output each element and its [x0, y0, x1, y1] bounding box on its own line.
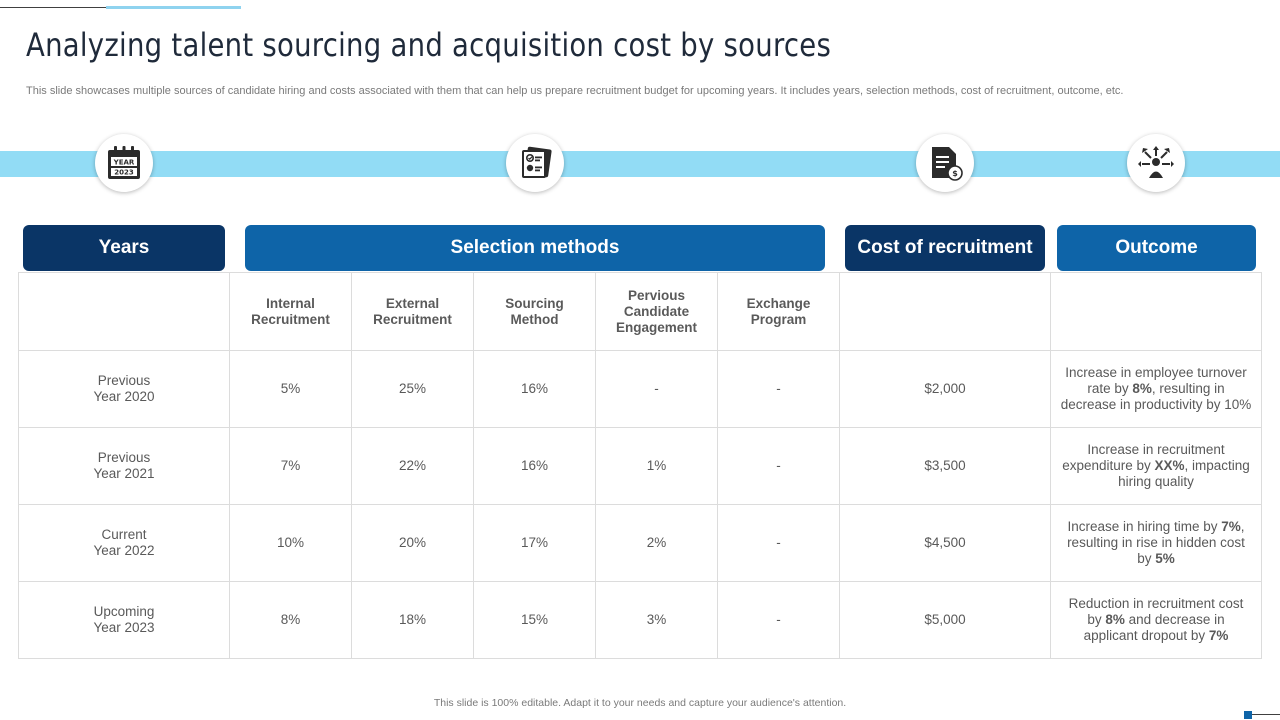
cost-of-recruitment-header: Cost of recruitment: [845, 225, 1045, 271]
sourcing-value: 15%: [473, 581, 596, 659]
outcome-icon-circle: [1127, 134, 1185, 192]
sourcing-value: 16%: [473, 427, 596, 505]
outcome-cell: Increase in recruitment expenditure by X…: [1050, 427, 1262, 505]
svg-text:$: $: [952, 169, 958, 178]
top-rule-dark: [0, 7, 106, 8]
internal-value: 7%: [229, 427, 352, 505]
method-header-candidate-engagement: Pervious Candidate Engagement: [595, 272, 718, 351]
external-value: 20%: [351, 504, 474, 582]
cost-value: $2,000: [839, 350, 1051, 428]
exchange-value: -: [717, 504, 840, 582]
cost-value: $3,500: [839, 427, 1051, 505]
engagement-value: -: [595, 350, 718, 428]
cost-value: $4,500: [839, 504, 1051, 582]
year-header-cell: [18, 272, 230, 351]
calendar-icon-year: 2023: [114, 169, 134, 177]
years-icon-circle: YEAR 2023: [95, 134, 153, 192]
top-rule-accent: [106, 6, 241, 9]
external-value: 25%: [351, 350, 474, 428]
methods-header-row: Internal Recruitment External Recruitment …: [18, 272, 1262, 351]
exchange-value: -: [717, 581, 840, 659]
outcome-cell: Reduction in recruitment cost by 8% and …: [1050, 581, 1262, 659]
sourcing-value: 16%: [473, 350, 596, 428]
cost-icon-circle: $: [916, 134, 974, 192]
year-cell: Previous Year 2021: [18, 427, 230, 505]
external-value: 22%: [351, 427, 474, 505]
corner-square: [1244, 711, 1252, 719]
cost-value: $5,000: [839, 581, 1051, 659]
method-header-exchange: Exchange Program: [717, 272, 840, 351]
exchange-value: -: [717, 427, 840, 505]
year-cell: Upcoming Year 2023: [18, 581, 230, 659]
internal-value: 8%: [229, 581, 352, 659]
exchange-value: -: [717, 350, 840, 428]
outcome-header: Outcome: [1057, 225, 1256, 271]
header-band: [0, 151, 1280, 177]
selection-methods-header: Selection methods: [245, 225, 825, 271]
outcome-cell: Increase in employee turnover rate by 8%…: [1050, 350, 1262, 428]
engagement-value: 1%: [595, 427, 718, 505]
year-cell: Current Year 2022: [18, 504, 230, 582]
table-row: Current Year 2022 10% 20% 17% 2% - $4,500…: [18, 504, 1262, 582]
corner-rule: [1250, 714, 1280, 715]
year-cell: Previous Year 2020: [18, 350, 230, 428]
footer-note: This slide is 100% editable. Adapt it to…: [433, 697, 847, 709]
calendar-year-icon: YEAR 2023: [108, 146, 140, 179]
outcome-network-icon: [1138, 146, 1174, 178]
internal-value: 5%: [229, 350, 352, 428]
page-title: Analyzing talent sourcing and acquisitio…: [26, 26, 832, 64]
method-header-internal: Internal Recruitment: [229, 272, 352, 351]
years-header: Years: [23, 225, 225, 271]
invoice-cost-icon: $: [932, 147, 963, 181]
recruitment-table: Internal Recruitment External Recruitment …: [18, 272, 1262, 659]
selection-icon-circle: [506, 134, 564, 192]
table-row: Previous Year 2020 5% 25% 16% - - $2,000 …: [18, 350, 1262, 428]
cost-header-cell: [839, 272, 1051, 351]
internal-value: 10%: [229, 504, 352, 582]
external-value: 18%: [351, 581, 474, 659]
checklist-document-icon: [522, 146, 552, 178]
outcome-cell: Increase in hiring time by 7%, resulting…: [1050, 504, 1262, 582]
method-header-external: External Recruitment: [351, 272, 474, 351]
page-subtitle: This slide showcases multiple sources of…: [26, 85, 1124, 97]
outcome-header-cell: [1050, 272, 1262, 351]
sourcing-value: 17%: [473, 504, 596, 582]
engagement-value: 2%: [595, 504, 718, 582]
table-row: Previous Year 2021 7% 22% 16% 1% - $3,500…: [18, 427, 1262, 505]
table-row: Upcoming Year 2023 8% 18% 15% 3% - $5,000…: [18, 581, 1262, 659]
method-header-sourcing: Sourcing Method: [473, 272, 596, 351]
calendar-icon-label: YEAR: [113, 159, 135, 167]
engagement-value: 3%: [595, 581, 718, 659]
